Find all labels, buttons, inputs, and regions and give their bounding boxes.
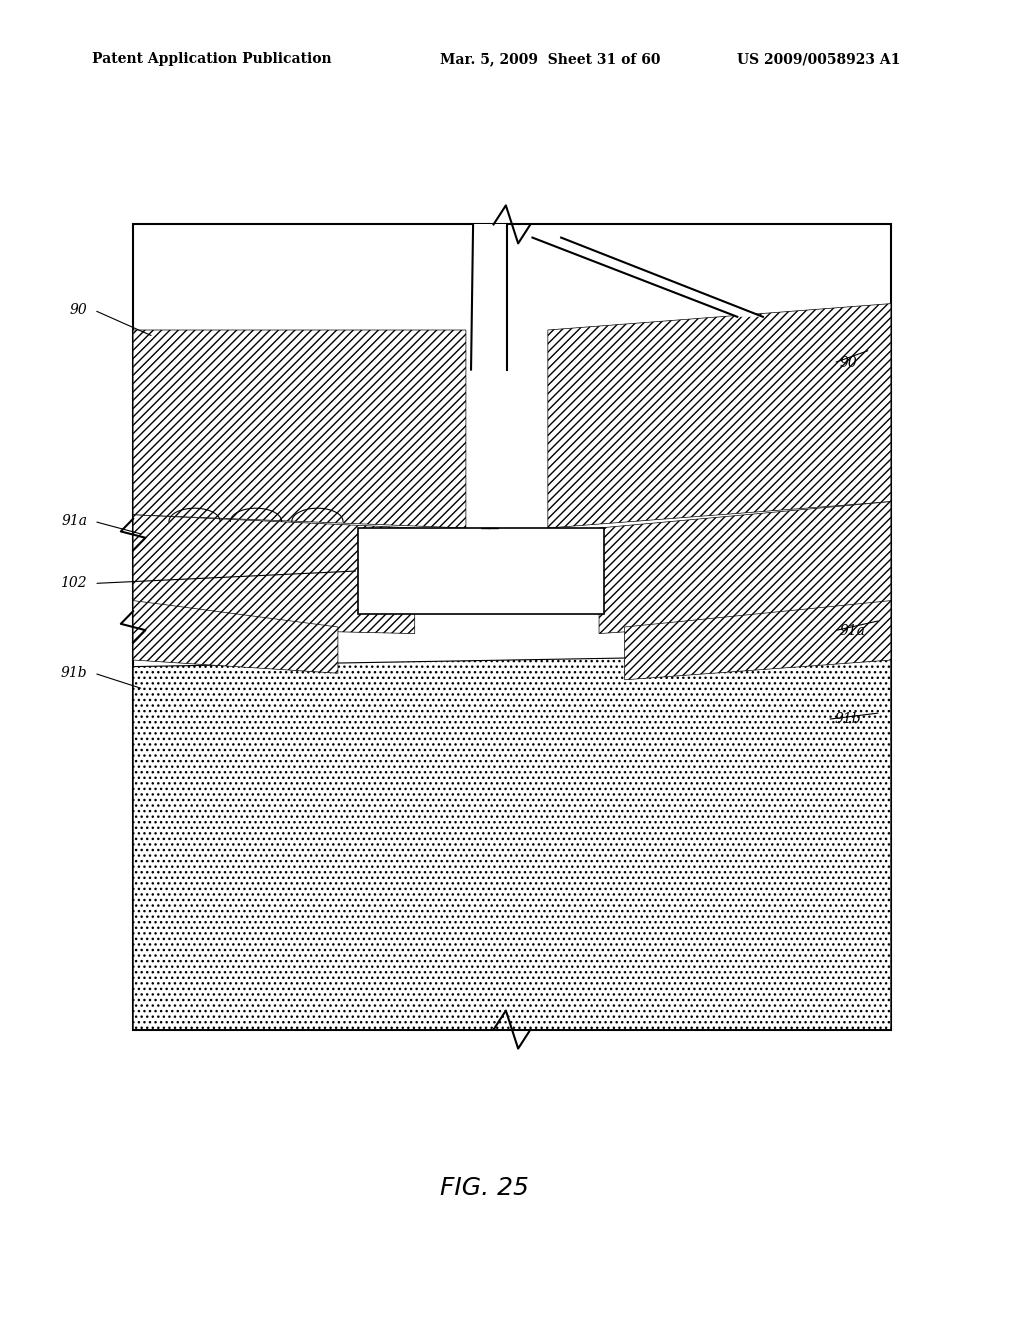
Polygon shape (599, 502, 891, 634)
Text: 90: 90 (840, 356, 857, 370)
Polygon shape (133, 601, 338, 673)
Polygon shape (532, 238, 763, 317)
Text: 91a: 91a (61, 515, 87, 528)
Text: 91b: 91b (835, 713, 861, 726)
Text: 102: 102 (60, 577, 87, 590)
Polygon shape (133, 653, 891, 1030)
Text: Mar. 5, 2009  Sheet 31 of 60: Mar. 5, 2009 Sheet 31 of 60 (440, 53, 660, 66)
Bar (358, 528, 604, 614)
Text: US 2009/0058923 A1: US 2009/0058923 A1 (737, 53, 901, 66)
Polygon shape (625, 601, 891, 680)
Polygon shape (548, 304, 891, 528)
Text: FIG. 25: FIG. 25 (440, 1176, 529, 1200)
Polygon shape (133, 515, 415, 634)
Text: 90: 90 (70, 304, 87, 317)
Bar (133, 224, 891, 1030)
Text: 91b: 91b (60, 667, 87, 680)
Polygon shape (133, 330, 466, 528)
Text: Patent Application Publication: Patent Application Publication (92, 53, 332, 66)
Polygon shape (473, 224, 507, 370)
Text: 91a: 91a (840, 624, 865, 638)
